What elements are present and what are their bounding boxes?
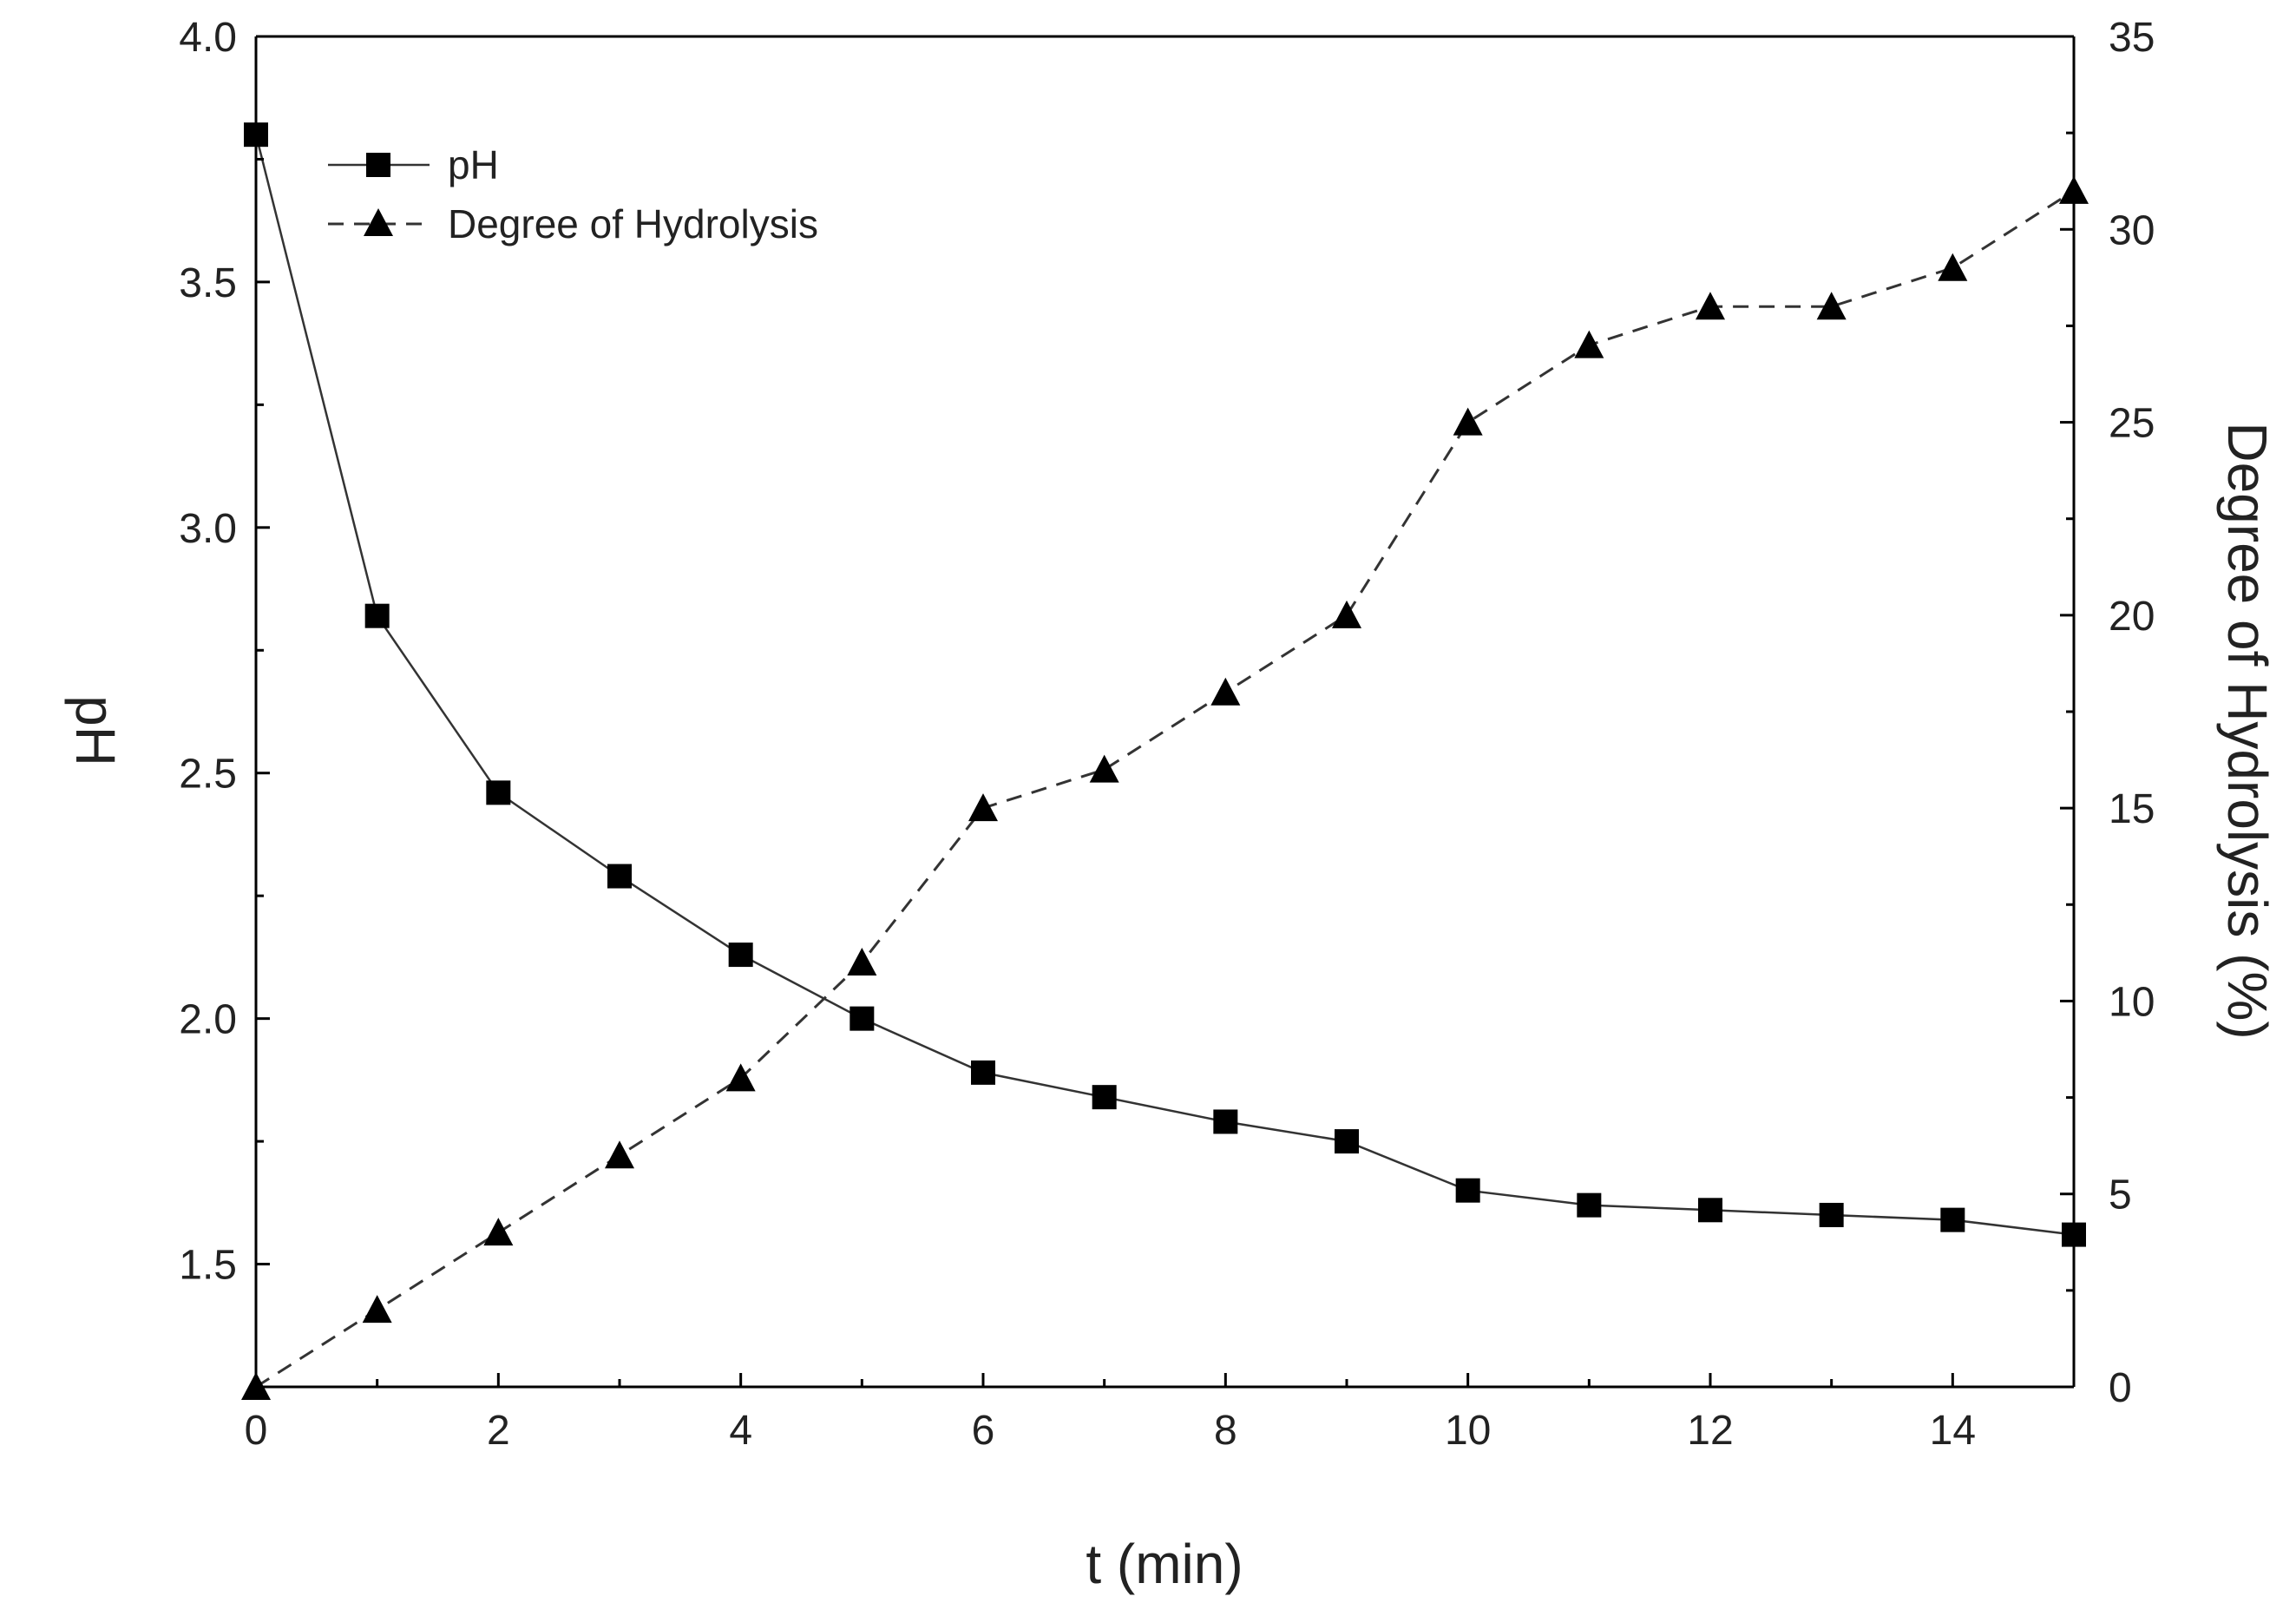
x-tick-label: 12 bbox=[1687, 1408, 1733, 1454]
ph-data-point bbox=[1819, 1202, 1844, 1227]
legend-item-ph: pH bbox=[328, 142, 499, 187]
ph-data-point bbox=[1455, 1178, 1480, 1203]
y2-tick-label: 20 bbox=[2109, 594, 2155, 640]
legend-hydrolysis-triangle-marker bbox=[364, 208, 393, 236]
y-tick-label: 2.5 bbox=[179, 752, 237, 798]
y2-tick-label: 0 bbox=[2109, 1365, 2132, 1411]
hydrolysis-data-point bbox=[1696, 292, 1725, 320]
y2-tick-label: 15 bbox=[2109, 786, 2155, 832]
x-axis-ticks: 0 2 4 6 8 10 12 14 bbox=[245, 1373, 1976, 1454]
y-tick-label: 4.0 bbox=[179, 15, 237, 61]
ph-data-point bbox=[1940, 1207, 1965, 1232]
hydrolysis-data-point bbox=[1210, 677, 1241, 706]
ph-data-point bbox=[364, 603, 390, 628]
left-y-axis-title: pH bbox=[64, 695, 127, 766]
ph-data-point bbox=[1335, 1129, 1359, 1154]
y-tick-label: 2.0 bbox=[179, 997, 237, 1043]
x-tick-label: 6 bbox=[972, 1408, 995, 1454]
hydrolysis-data-point bbox=[847, 947, 877, 976]
plot-area: 0 2 4 6 8 10 12 14 1.5 2.0 2.5 3.0 3.5 4.0 0 5 10 15 20 2… bbox=[179, 15, 2155, 1454]
y-tick-label: 3.5 bbox=[179, 260, 237, 306]
right-y-axis-title: Degree of Hydrolysis (%) bbox=[2216, 422, 2279, 1039]
hydrolysis-data-point bbox=[1332, 600, 1361, 628]
y2-tick-label: 35 bbox=[2109, 15, 2155, 61]
legend-item-degree-of-hydrolysis: Degree of Hydrolysis bbox=[328, 201, 818, 246]
x-tick-label: 10 bbox=[1445, 1408, 1491, 1454]
series-line-degree-of-hydrolysis bbox=[255, 189, 2075, 1389]
hydrolysis-data-point bbox=[483, 1218, 514, 1246]
ph-data-point bbox=[728, 943, 753, 968]
hydrolysis-data-point bbox=[1089, 754, 1119, 783]
hydrolysis-data-point bbox=[605, 1140, 634, 1169]
legend-label-ph: pH bbox=[448, 142, 499, 187]
y2-tick-label: 25 bbox=[2109, 401, 2155, 447]
ph-data-point bbox=[1698, 1198, 1722, 1223]
left-y-axis-ticks: 1.5 2.0 2.5 3.0 3.5 4.0 bbox=[179, 15, 270, 1389]
hydrolysis-data-point bbox=[362, 1295, 392, 1324]
hydrolysis-data-point bbox=[1453, 407, 1483, 436]
ph-data-point bbox=[850, 1006, 875, 1031]
series-layer bbox=[241, 122, 2089, 1400]
y2-tick-label: 30 bbox=[2109, 207, 2155, 253]
ph-data-point bbox=[1213, 1109, 1238, 1134]
right-y-axis-ticks: 0 5 10 15 20 25 30 35 bbox=[2060, 15, 2155, 1411]
hydrolysis-data-point bbox=[1938, 253, 1968, 281]
ph-data-point bbox=[971, 1060, 995, 1085]
legend-label-degree-of-hydrolysis: Degree of Hydrolysis bbox=[448, 201, 818, 246]
series-line-ph bbox=[254, 134, 2075, 1236]
x-tick-label: 8 bbox=[1214, 1408, 1237, 1454]
ph-data-point bbox=[1577, 1192, 1602, 1218]
x-tick-label: 4 bbox=[729, 1408, 752, 1454]
x-tick-label: 14 bbox=[1930, 1408, 1976, 1454]
ph-data-point bbox=[607, 864, 632, 889]
legend: pH Degree of Hydrolysis bbox=[328, 142, 818, 246]
x-tick-label: 2 bbox=[487, 1408, 510, 1454]
y-tick-label: 3.0 bbox=[179, 506, 237, 552]
ph-data-point bbox=[1092, 1085, 1117, 1110]
ph-data-point bbox=[486, 780, 511, 805]
y-tick-label: 1.5 bbox=[179, 1243, 237, 1289]
hydrolysis-data-point bbox=[725, 1063, 756, 1092]
x-tick-label: 0 bbox=[245, 1408, 268, 1454]
hydrolysis-data-point bbox=[1574, 330, 1604, 358]
hydrolysis-data-point bbox=[968, 793, 998, 822]
hydrolysis-data-point bbox=[1816, 292, 1847, 320]
y2-tick-label: 5 bbox=[2109, 1173, 2132, 1219]
legend-ph-square-marker bbox=[366, 153, 390, 177]
y2-tick-label: 10 bbox=[2109, 979, 2155, 1025]
x-axis-title: t (min) bbox=[1086, 1533, 1243, 1595]
